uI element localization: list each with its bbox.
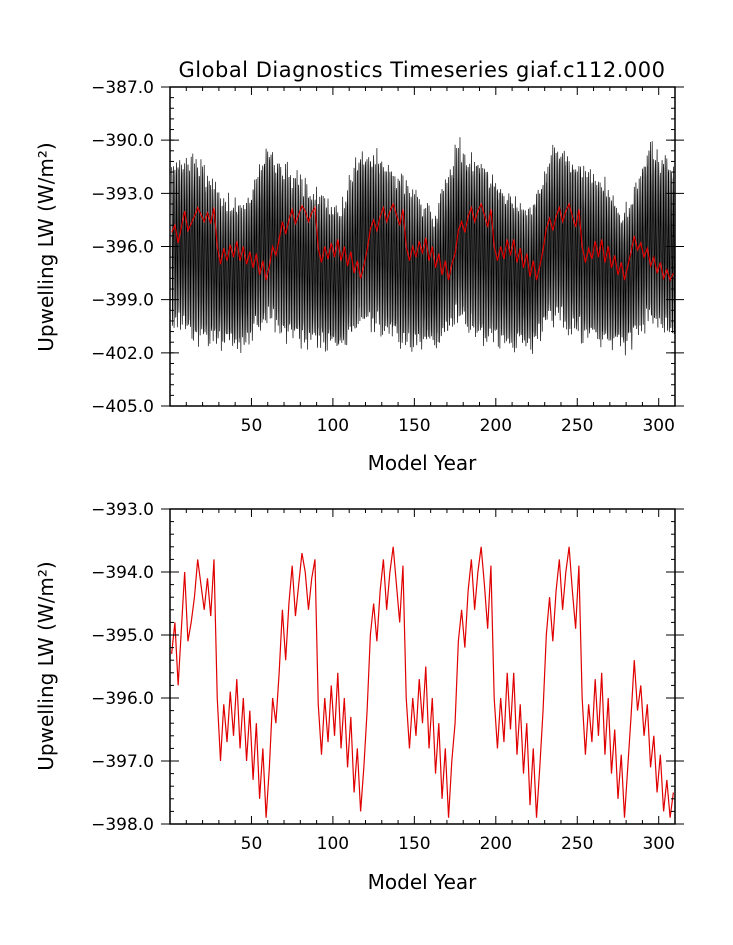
x-tick-label: 300 — [642, 834, 674, 854]
y-tick-label: −402.0 — [91, 344, 154, 364]
chart-title: Global Diagnostics Timeseries giaf.c112.… — [179, 58, 666, 82]
annual-series-line — [171, 546, 674, 818]
monthly-series-line — [171, 137, 676, 356]
x-tick-label: 50 — [241, 834, 263, 854]
y-tick-label: −395.0 — [91, 626, 154, 646]
top-chart-data — [171, 137, 676, 356]
y-tick-label: −405.0 — [91, 397, 154, 417]
bottom-chart-data — [171, 546, 674, 818]
x-tick-label: 250 — [561, 834, 593, 854]
y-tick-label: −399.0 — [91, 291, 154, 311]
top-y-axis-title: Upwelling LW (W/m²) — [34, 142, 58, 351]
top-axes: 50 100 150 200 250 300 −387.0 −390.0 −393.0 −396.… — [91, 78, 684, 436]
x-tick-label: 150 — [398, 834, 430, 854]
x-tick-label: 150 — [398, 416, 430, 436]
y-tick-label: −394.0 — [91, 563, 154, 583]
y-tick-label: −387.0 — [91, 78, 154, 98]
top-chart: Global Diagnostics Timeseries giaf.c112.… — [34, 58, 684, 475]
top-x-axis-title: Model Year — [368, 451, 478, 475]
x-tick-label: 100 — [317, 834, 349, 854]
x-tick-label: 100 — [317, 416, 349, 436]
y-tick-label: −390.0 — [91, 131, 154, 151]
bottom-chart: 50 100 150 200 250 300 −393.0 −394.0 −395.0 −396.… — [34, 500, 684, 894]
x-tick-label: 200 — [480, 416, 512, 436]
x-tick-label: 300 — [642, 416, 674, 436]
bottom-x-axis-title: Model Year — [368, 870, 478, 894]
annual-series-line — [171, 202, 674, 282]
bottom-plot-frame — [169, 508, 676, 825]
y-tick-label: −397.0 — [91, 752, 154, 772]
y-tick-label: −396.0 — [91, 689, 154, 709]
x-tick-label: 250 — [561, 416, 593, 436]
x-tick-label: 50 — [241, 416, 263, 436]
bottom-axes: 50 100 150 200 250 300 −393.0 −394.0 −395.0 −396.… — [91, 500, 684, 854]
y-tick-label: −396.0 — [91, 238, 154, 258]
y-tick-label: −398.0 — [91, 815, 154, 835]
y-tick-label: −393.0 — [91, 500, 154, 520]
x-tick-label: 200 — [480, 834, 512, 854]
y-tick-label: −393.0 — [91, 184, 154, 204]
bottom-y-axis-title: Upwelling LW (W/m²) — [34, 561, 58, 770]
